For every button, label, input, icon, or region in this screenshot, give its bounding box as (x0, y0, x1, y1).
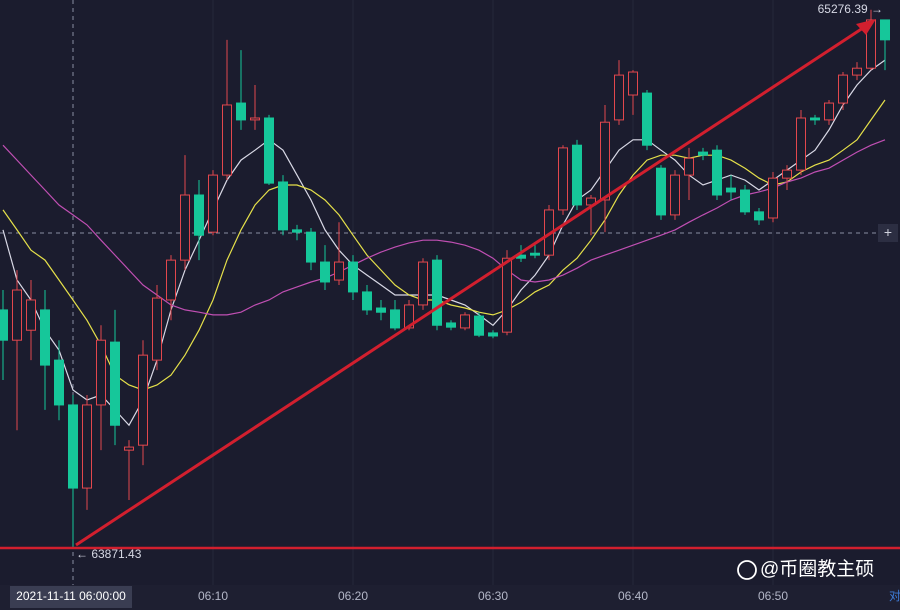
candle-body (362, 291, 372, 311)
x-axis: 06:10 06:20 06:30 06:40 06:50 (198, 589, 788, 603)
candle-body (740, 189, 750, 213)
candle-body (278, 181, 288, 231)
candle-body (68, 404, 78, 489)
candle-body (26, 299, 36, 331)
candle-body (460, 314, 470, 329)
x-tick-label: 06:20 (338, 589, 368, 603)
candle-body (502, 257, 512, 333)
candle-body (208, 174, 218, 233)
candle-body (768, 177, 778, 219)
candle-body (726, 187, 736, 193)
candle-body (152, 297, 162, 361)
candle-body (754, 211, 764, 221)
candle-body (54, 359, 64, 406)
candle-body (292, 229, 302, 233)
candle-body (474, 315, 484, 336)
x-tick-label: 06:40 (618, 589, 648, 603)
candle-body (418, 261, 428, 306)
candle-body (110, 341, 120, 426)
candle-body (348, 261, 358, 293)
candle-body (698, 151, 708, 156)
watermark: @币圈教主硕 (760, 558, 874, 580)
candle-body (600, 121, 610, 201)
candle-body (320, 261, 330, 283)
candle-body (642, 92, 652, 146)
candles (0, 9, 890, 549)
corner-text: 对 (889, 589, 900, 603)
candle-body (446, 322, 456, 328)
add-button[interactable] (878, 224, 898, 242)
candle-body (824, 102, 834, 121)
x-tick-label: 06:30 (478, 589, 508, 603)
candle-body (376, 307, 386, 313)
crosshair-time-box (10, 586, 132, 608)
candle-body (12, 289, 22, 341)
candle-body (250, 117, 260, 121)
candle-body (0, 309, 8, 341)
candle-body (852, 67, 862, 76)
low-label: ← 63871.43 (76, 547, 142, 561)
candle-body (390, 309, 400, 329)
crosshair-time-label: 2021-11-11 06:00:00 (16, 589, 126, 603)
moving-average (2, 59, 886, 427)
candle-body (838, 74, 848, 104)
watermark-group: @币圈教主硕 (737, 558, 874, 580)
candle-body (810, 117, 820, 121)
candle-body (488, 332, 498, 337)
trend-line (75, 24, 867, 547)
candle-body (866, 19, 876, 69)
candle-body (40, 309, 50, 366)
candle-body (180, 194, 190, 261)
candle-body (796, 117, 806, 171)
x-tick-label: 06:50 (758, 589, 788, 603)
candle-body (236, 102, 246, 121)
candle-body (124, 446, 134, 451)
candle-body (880, 19, 890, 41)
candle-body (166, 259, 176, 301)
candle-body (222, 104, 232, 176)
candle-body (712, 149, 722, 196)
high-label: 65276.39 → (818, 2, 883, 16)
x-tick-label: 06:10 (198, 589, 228, 603)
moving-average (2, 139, 886, 316)
candle-body (628, 71, 638, 96)
candle-body (306, 231, 316, 263)
candle-body (614, 74, 624, 121)
add-icon: + (884, 224, 892, 240)
arrow-head (856, 19, 876, 35)
candle-body (138, 354, 148, 446)
candle-body (530, 252, 540, 256)
x-axis-band (0, 585, 900, 610)
watermark-icon (737, 560, 757, 580)
candle-body (670, 174, 680, 216)
candle-body (656, 167, 666, 216)
candle-body (684, 157, 694, 176)
candle-body (334, 261, 344, 281)
candle-body (572, 144, 582, 206)
candle-body (558, 147, 568, 211)
candle-body (782, 169, 792, 179)
candle-body (264, 117, 274, 184)
trend-arrow (75, 19, 876, 547)
candle-body (96, 339, 106, 406)
candle-body (432, 259, 442, 326)
candle-body (194, 194, 204, 236)
markers: ← 63871.43 65276.39 → (0, 2, 900, 561)
candle-body (82, 404, 92, 489)
